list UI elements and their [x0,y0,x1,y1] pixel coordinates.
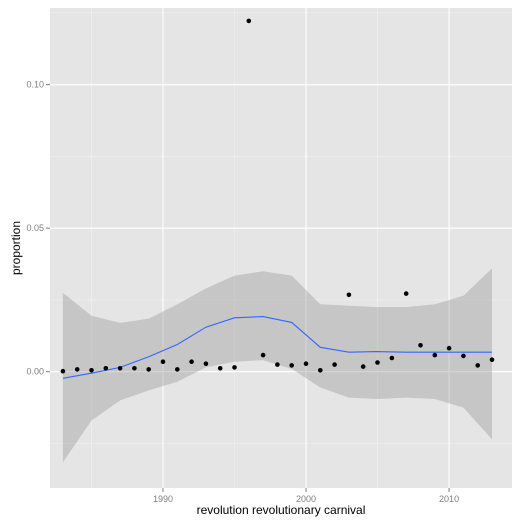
data-point [189,359,194,365]
data-point [246,18,252,24]
data-point [403,291,409,296]
x-tick-label: 2010 [439,494,459,504]
data-point [332,362,337,367]
data-point [289,363,295,368]
data-point [117,366,123,371]
data-point [461,353,466,359]
x-axis-title: revolution revolutionary carnival [197,503,366,517]
major-gridlines [50,8,512,488]
data-point [146,367,151,372]
data-point [175,367,180,372]
smooth-trend-line [62,316,492,379]
y-axis-ticks: 0.00 0.05 0.10 [26,80,50,377]
data-point [475,363,481,368]
data-point [418,343,423,348]
data-point [375,360,380,365]
confidence-band-area [62,268,493,463]
data-point [446,345,452,351]
y-tick-label: 0.00 [26,367,44,377]
data-point [346,292,352,298]
data-point [217,366,223,371]
data-point [103,366,109,371]
data-point [260,352,266,358]
data-point [389,355,395,361]
data-point [360,364,366,369]
y-axis-title: proportion [9,221,23,275]
data-point [303,361,309,367]
data-point [232,365,237,370]
data-point [74,367,80,372]
y-tick-label: 0.05 [26,223,44,233]
minor-gridlines [50,8,512,488]
data-point [203,361,209,367]
x-tick-label: 1990 [153,494,173,504]
data-point [489,357,495,363]
data-point [275,362,280,367]
data-point [432,352,438,358]
x-tick-label: 2000 [296,494,316,504]
panel-background [50,8,512,488]
data-point [318,368,323,373]
x-axis-ticks: 1990 2000 2010 [153,488,459,504]
y-tick-label: 0.10 [26,80,44,90]
confidence-band [62,268,493,463]
data-point [132,366,137,371]
data-points [60,18,495,374]
data-point [89,368,94,373]
smooth-line [62,316,492,379]
data-point [60,368,66,374]
data-point [160,359,166,365]
